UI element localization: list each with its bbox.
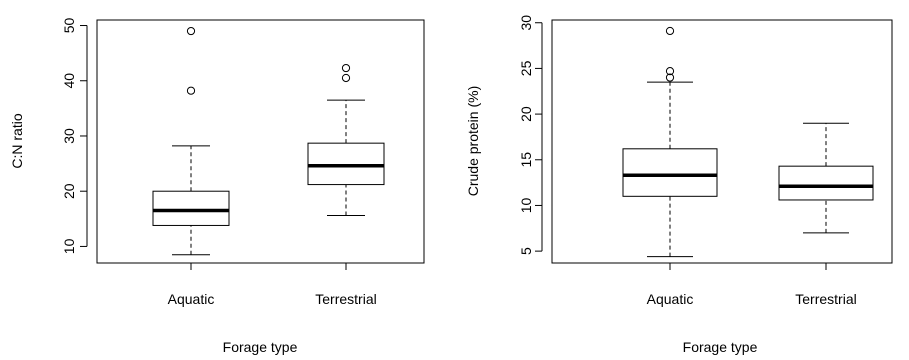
y-tick-label: 15 xyxy=(518,152,534,168)
x-axis: Aquatic Terrestrial xyxy=(647,263,857,307)
y-axis-label: Crude protein (%) xyxy=(465,86,481,197)
y-tick-label: 20 xyxy=(61,183,77,199)
outlier-point xyxy=(186,86,196,95)
plot-frame xyxy=(551,19,893,264)
box-aquatic xyxy=(152,26,230,256)
crude-protein-panel: 5 10 15 20 25 30 Aquatic Terrestrial Crude pro… xyxy=(465,15,893,355)
y-tick-label: 25 xyxy=(518,60,534,76)
x-axis-label: Forage type xyxy=(683,339,758,355)
outlier-point xyxy=(665,73,675,82)
box-series xyxy=(152,26,385,256)
y-tick-label: 30 xyxy=(518,15,534,31)
outlier-point xyxy=(186,26,196,36)
y-tick-label: 10 xyxy=(61,238,77,254)
y-axis-label: C:N ratio xyxy=(9,113,25,168)
outlier-point xyxy=(665,26,675,36)
x-axis-label: Forage type xyxy=(223,339,298,355)
iqr-box xyxy=(778,165,874,201)
box-terrestrial xyxy=(778,122,874,234)
x-tick-label: Aquatic xyxy=(168,291,215,307)
y-tick-label: 40 xyxy=(61,73,77,89)
x-axis: Aquatic Terrestrial xyxy=(168,263,377,307)
y-axis: 5 10 15 20 25 30 xyxy=(518,15,543,255)
y-tick-label: 30 xyxy=(61,128,77,144)
y-tick-label: 5 xyxy=(518,247,534,255)
y-tick-label: 10 xyxy=(518,197,534,213)
outlier-point xyxy=(341,63,351,73)
iqr-box xyxy=(307,142,385,186)
x-tick-label: Aquatic xyxy=(647,291,694,307)
x-tick-label: Terrestrial xyxy=(795,291,856,307)
box-series xyxy=(622,26,874,258)
y-axis: 10 20 30 40 50 xyxy=(61,18,88,254)
box-terrestrial xyxy=(307,63,385,217)
outlier-point xyxy=(341,73,351,83)
y-tick-label: 50 xyxy=(61,18,77,34)
iqr-box xyxy=(152,190,230,226)
outlier-point xyxy=(665,67,675,76)
y-tick-label: 20 xyxy=(518,106,534,122)
iqr-box xyxy=(622,148,718,197)
plot-frame xyxy=(96,19,425,264)
x-tick-label: Terrestrial xyxy=(315,291,376,307)
box-aquatic xyxy=(622,26,718,258)
